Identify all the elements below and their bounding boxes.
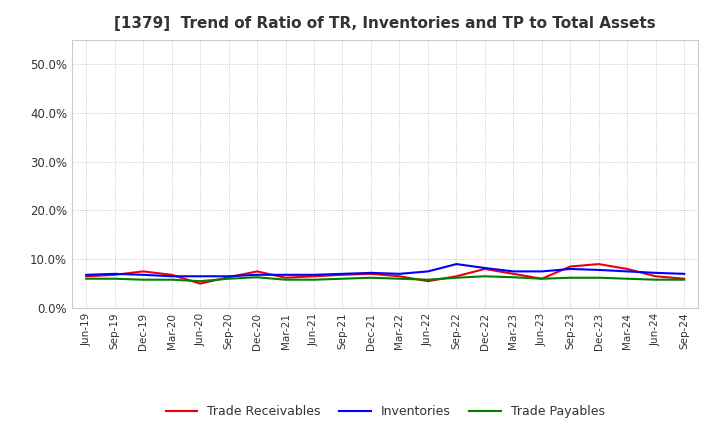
Title: [1379]  Trend of Ratio of TR, Inventories and TP to Total Assets: [1379] Trend of Ratio of TR, Inventories… xyxy=(114,16,656,32)
Inventories xyxy=(310,272,318,278)
Trade Receivables xyxy=(537,276,546,281)
Inventories xyxy=(566,266,575,271)
Trade Payables xyxy=(509,275,518,280)
Trade Receivables xyxy=(509,271,518,276)
Trade Receivables xyxy=(452,274,461,279)
Inventories xyxy=(623,269,631,274)
Trade Payables xyxy=(338,276,347,281)
Trade Payables xyxy=(196,279,204,284)
Trade Payables xyxy=(595,275,603,280)
Inventories xyxy=(82,272,91,278)
Trade Payables xyxy=(366,275,375,280)
Inventories xyxy=(537,269,546,274)
Inventories xyxy=(680,271,688,276)
Trade Receivables xyxy=(110,272,119,278)
Trade Receivables xyxy=(480,266,489,271)
Inventories xyxy=(595,267,603,272)
Trade Payables xyxy=(623,276,631,281)
Line: Trade Payables: Trade Payables xyxy=(86,276,684,281)
Trade Payables xyxy=(452,275,461,280)
Inventories xyxy=(480,265,489,271)
Trade Receivables xyxy=(282,275,290,280)
Trade Receivables xyxy=(423,279,432,284)
Inventories xyxy=(139,272,148,278)
Trade Receivables xyxy=(595,261,603,267)
Trade Receivables xyxy=(623,266,631,271)
Trade Payables xyxy=(423,277,432,282)
Line: Inventories: Inventories xyxy=(86,264,684,276)
Trade Receivables xyxy=(366,271,375,276)
Inventories xyxy=(423,269,432,274)
Line: Trade Receivables: Trade Receivables xyxy=(86,264,684,284)
Trade Payables xyxy=(566,275,575,280)
Trade Receivables xyxy=(680,276,688,281)
Trade Receivables xyxy=(395,274,404,279)
Trade Payables xyxy=(652,277,660,282)
Trade Payables xyxy=(82,276,91,281)
Trade Payables xyxy=(537,276,546,281)
Trade Receivables xyxy=(253,269,261,274)
Trade Payables xyxy=(282,277,290,282)
Trade Receivables xyxy=(167,272,176,278)
Inventories xyxy=(225,274,233,279)
Inventories xyxy=(196,274,204,279)
Trade Payables xyxy=(253,275,261,280)
Inventories xyxy=(366,270,375,275)
Trade Receivables xyxy=(196,281,204,286)
Trade Receivables xyxy=(310,274,318,279)
Trade Receivables xyxy=(338,272,347,278)
Inventories xyxy=(395,271,404,276)
Trade Receivables xyxy=(82,274,91,279)
Trade Payables xyxy=(395,276,404,281)
Trade Payables xyxy=(110,276,119,281)
Trade Payables xyxy=(139,277,148,282)
Trade Payables xyxy=(680,277,688,282)
Inventories xyxy=(452,261,461,267)
Inventories xyxy=(253,272,261,278)
Trade Payables xyxy=(167,277,176,282)
Trade Payables xyxy=(480,274,489,279)
Inventories xyxy=(282,272,290,278)
Inventories xyxy=(167,274,176,279)
Trade Receivables xyxy=(566,264,575,269)
Inventories xyxy=(338,271,347,276)
Trade Receivables xyxy=(139,269,148,274)
Inventories xyxy=(110,271,119,276)
Trade Receivables xyxy=(652,274,660,279)
Legend: Trade Receivables, Inventories, Trade Payables: Trade Receivables, Inventories, Trade Pa… xyxy=(161,400,610,423)
Trade Receivables xyxy=(225,275,233,280)
Trade Payables xyxy=(225,276,233,281)
Trade Payables xyxy=(310,277,318,282)
Inventories xyxy=(652,270,660,275)
Inventories xyxy=(509,269,518,274)
